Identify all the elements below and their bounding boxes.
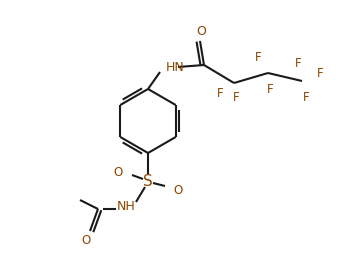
Text: HN: HN xyxy=(166,61,185,74)
Text: F: F xyxy=(267,83,273,96)
Text: F: F xyxy=(217,87,223,99)
Text: F: F xyxy=(303,90,309,104)
Text: F: F xyxy=(233,90,239,104)
Text: O: O xyxy=(173,184,183,198)
Text: NH: NH xyxy=(117,200,135,213)
Text: F: F xyxy=(317,67,323,80)
Text: S: S xyxy=(143,174,153,189)
Text: O: O xyxy=(196,25,206,38)
Text: F: F xyxy=(295,56,301,69)
Text: F: F xyxy=(255,51,261,63)
Text: O: O xyxy=(114,167,123,179)
Text: O: O xyxy=(81,234,91,248)
